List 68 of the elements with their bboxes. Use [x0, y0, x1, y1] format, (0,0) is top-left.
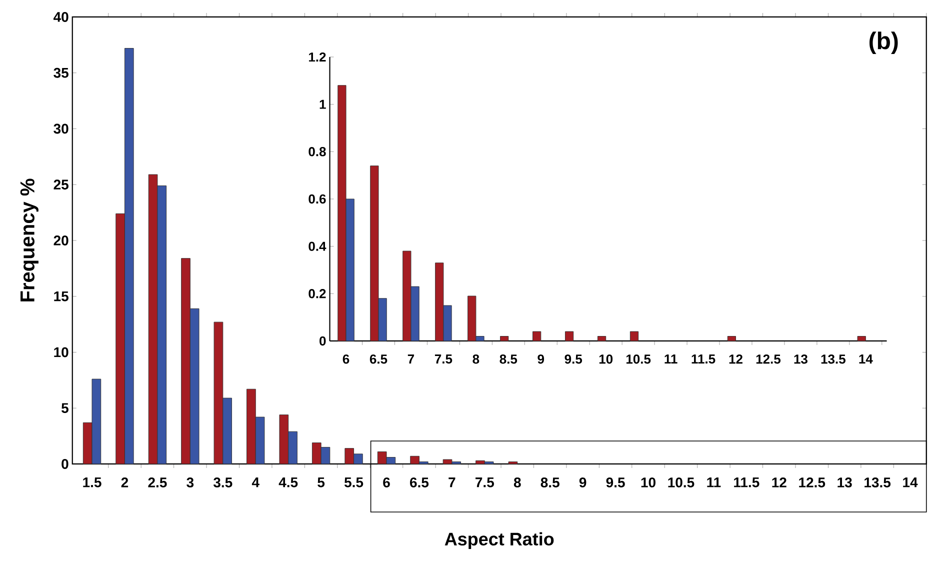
- x-tick-label: 11.5: [692, 354, 716, 364]
- x-tick-label: 6: [383, 478, 390, 488]
- x-tick-label: 12.5: [799, 478, 826, 488]
- y-tick-label: 0.6: [308, 194, 326, 204]
- y-tick-label: 40: [54, 12, 68, 22]
- x-tick-label: 1.5: [83, 478, 102, 488]
- x-tick-label: 8: [514, 478, 521, 488]
- bar: [857, 336, 866, 342]
- y-tick-label: 0: [62, 459, 68, 469]
- x-tick-label: 10: [599, 354, 613, 364]
- x-tick-label: 12: [729, 354, 742, 364]
- y-axis-title: Frequency %: [20, 178, 38, 302]
- y-tick-label: 0.8: [308, 147, 326, 156]
- y-tick-label: 25: [54, 180, 68, 190]
- x-tick-label: 10.5: [626, 354, 651, 364]
- x-tick-label: 8.5: [540, 478, 560, 488]
- x-tick-label: 2.5: [148, 478, 167, 488]
- y-tick-label: 30: [54, 124, 68, 134]
- y-tick-label: 1: [320, 100, 326, 109]
- bar: [597, 336, 606, 342]
- x-tick-label: 2: [121, 478, 128, 488]
- x-tick-label: 3.5: [213, 478, 232, 488]
- x-tick-label: 14: [859, 354, 873, 364]
- y-tick-label: 0.2: [308, 289, 326, 298]
- bar: [727, 336, 736, 342]
- x-tick-label: 4: [252, 478, 260, 488]
- x-tick-label: 11: [707, 478, 721, 488]
- y-tick-label: 35: [54, 68, 68, 78]
- y-tick-label: 0: [320, 336, 326, 346]
- x-tick-label: 10: [641, 478, 656, 488]
- bar: [564, 331, 574, 342]
- x-tick-label: 7.5: [476, 478, 494, 488]
- x-tick-label: 6: [342, 354, 350, 364]
- x-tick-label: 10.5: [668, 478, 694, 488]
- x-tick-label: 8: [472, 354, 480, 364]
- x-tick-label: 11: [664, 354, 678, 364]
- x-tick-label: 9.5: [606, 478, 625, 488]
- x-tick-label: 13.5: [864, 478, 891, 488]
- y-tick-label: 20: [54, 236, 68, 246]
- x-tick-label: 7: [408, 354, 414, 364]
- x-axis-title: Aspect Ratio: [444, 532, 554, 550]
- x-tick-label: 11.5: [734, 478, 760, 488]
- x-tick-label: 13.5: [821, 354, 846, 364]
- x-tick-label: 8.5: [500, 354, 518, 364]
- x-tick-label: 9.5: [564, 354, 582, 364]
- y-tick-label: 1.2: [308, 52, 326, 62]
- x-tick-label: 12: [772, 478, 786, 488]
- x-tick-label: 9: [538, 354, 544, 364]
- x-tick-label: 6.5: [370, 354, 388, 364]
- x-tick-label: 5.5: [344, 478, 364, 488]
- x-tick-label: 3: [186, 478, 194, 488]
- x-tick-label: 4.5: [278, 478, 298, 488]
- x-tick-label: 13: [794, 354, 808, 364]
- x-tick-label: 7: [448, 478, 456, 488]
- bar: [630, 331, 639, 342]
- bar: [532, 331, 542, 342]
- annotation: (b): [870, 32, 898, 54]
- x-tick-label: 14: [903, 478, 918, 488]
- y-tick-label: 0.4: [308, 242, 326, 251]
- x-tick-label: 6.5: [410, 478, 429, 488]
- y-tick-label: 15: [54, 291, 68, 302]
- bar: [508, 462, 518, 464]
- x-tick-label: 7.5: [434, 354, 452, 364]
- x-tick-label: 12.5: [756, 354, 781, 364]
- x-tick-label: 9: [579, 478, 586, 488]
- x-tick-label: 13: [838, 478, 852, 488]
- bar: [500, 336, 509, 342]
- y-tick-label: 5: [62, 403, 68, 413]
